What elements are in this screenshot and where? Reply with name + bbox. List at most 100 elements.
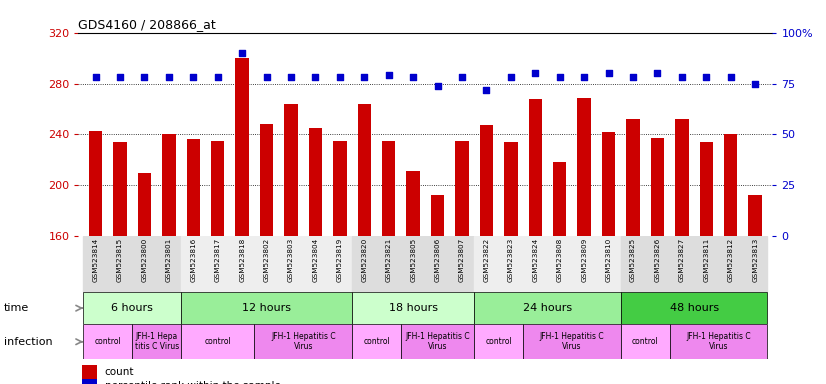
Bar bbox=[132, 324, 181, 359]
Bar bbox=[474, 236, 621, 292]
Bar bbox=[333, 141, 347, 236]
Text: GSM523823: GSM523823 bbox=[508, 237, 514, 281]
Bar bbox=[82, 365, 97, 379]
Text: GSM523812: GSM523812 bbox=[728, 237, 733, 281]
Text: GSM523805: GSM523805 bbox=[411, 237, 416, 281]
Point bbox=[724, 74, 738, 81]
Text: GSM523825: GSM523825 bbox=[630, 237, 636, 281]
Bar bbox=[724, 134, 738, 236]
Bar bbox=[621, 292, 767, 324]
Bar bbox=[187, 139, 200, 236]
Bar bbox=[401, 324, 474, 359]
Text: GSM523803: GSM523803 bbox=[288, 237, 294, 281]
Bar bbox=[235, 58, 249, 236]
Bar bbox=[700, 142, 713, 236]
Bar bbox=[352, 292, 474, 324]
Text: 48 hours: 48 hours bbox=[670, 303, 719, 313]
Bar bbox=[260, 124, 273, 236]
Bar bbox=[621, 324, 670, 359]
Bar bbox=[181, 324, 254, 359]
Text: 18 hours: 18 hours bbox=[389, 303, 438, 313]
Point bbox=[113, 74, 126, 81]
Text: GSM523813: GSM523813 bbox=[752, 237, 758, 281]
Bar bbox=[675, 119, 689, 236]
Text: GSM523800: GSM523800 bbox=[141, 237, 147, 281]
Bar bbox=[181, 236, 352, 292]
Bar bbox=[529, 99, 542, 236]
Bar bbox=[474, 324, 523, 359]
Bar bbox=[602, 132, 615, 236]
Bar bbox=[358, 104, 371, 236]
Bar bbox=[352, 324, 401, 359]
Bar bbox=[83, 236, 181, 292]
Point bbox=[284, 74, 297, 81]
Point bbox=[577, 74, 591, 81]
Text: GSM523815: GSM523815 bbox=[117, 237, 123, 281]
Text: control: control bbox=[94, 337, 121, 346]
Bar bbox=[748, 195, 762, 236]
Point bbox=[89, 74, 102, 81]
Text: control: control bbox=[486, 337, 512, 346]
Bar bbox=[431, 195, 444, 236]
Text: GSM523814: GSM523814 bbox=[93, 237, 98, 281]
Point bbox=[138, 74, 151, 81]
Bar bbox=[670, 324, 767, 359]
Point bbox=[626, 74, 639, 81]
Text: GSM523818: GSM523818 bbox=[240, 237, 245, 281]
Text: GSM523807: GSM523807 bbox=[459, 237, 465, 281]
Bar bbox=[83, 324, 132, 359]
Text: GSM523820: GSM523820 bbox=[361, 237, 368, 281]
Text: GSM523827: GSM523827 bbox=[679, 237, 685, 281]
Text: control: control bbox=[632, 337, 658, 346]
Text: GSM523809: GSM523809 bbox=[582, 237, 587, 281]
Point bbox=[309, 74, 322, 81]
Bar bbox=[82, 379, 97, 384]
Point bbox=[651, 70, 664, 76]
Bar bbox=[352, 236, 474, 292]
Bar bbox=[651, 138, 664, 236]
Bar bbox=[480, 126, 493, 236]
Point bbox=[505, 74, 518, 81]
Bar bbox=[181, 292, 352, 324]
Point bbox=[455, 74, 468, 81]
Bar bbox=[89, 131, 102, 236]
Point bbox=[333, 74, 346, 81]
Text: 24 hours: 24 hours bbox=[523, 303, 572, 313]
Text: 12 hours: 12 hours bbox=[242, 303, 291, 313]
Bar bbox=[455, 141, 469, 236]
Point bbox=[553, 74, 567, 81]
Point bbox=[358, 74, 371, 81]
Text: count: count bbox=[105, 366, 135, 377]
Bar bbox=[621, 236, 767, 292]
Text: 6 hours: 6 hours bbox=[112, 303, 153, 313]
Point bbox=[382, 72, 396, 78]
Bar bbox=[504, 142, 518, 236]
Text: GDS4160 / 208866_at: GDS4160 / 208866_at bbox=[78, 18, 216, 31]
Bar bbox=[474, 292, 621, 324]
Bar bbox=[382, 141, 396, 236]
Point bbox=[162, 74, 175, 81]
Bar bbox=[138, 172, 151, 236]
Text: GSM523811: GSM523811 bbox=[704, 237, 710, 281]
Bar bbox=[406, 171, 420, 236]
Bar bbox=[254, 324, 352, 359]
Text: control: control bbox=[204, 337, 231, 346]
Bar bbox=[83, 292, 181, 324]
Text: infection: infection bbox=[4, 337, 53, 347]
Point bbox=[480, 86, 493, 93]
Text: JFH-1 Hepatitis C
Virus: JFH-1 Hepatitis C Virus bbox=[271, 332, 335, 351]
Bar bbox=[309, 128, 322, 236]
Text: JFH-1 Hepatitis C
Virus: JFH-1 Hepatitis C Virus bbox=[406, 332, 470, 351]
Point bbox=[602, 70, 615, 76]
Point bbox=[748, 80, 762, 86]
Text: GSM523824: GSM523824 bbox=[532, 237, 539, 281]
Text: GSM523819: GSM523819 bbox=[337, 237, 343, 281]
Bar bbox=[211, 141, 225, 236]
Text: percentile rank within the sample: percentile rank within the sample bbox=[105, 381, 281, 384]
Text: GSM523821: GSM523821 bbox=[386, 237, 392, 281]
Text: GSM523822: GSM523822 bbox=[483, 237, 490, 281]
Bar bbox=[162, 134, 176, 236]
Text: GSM523816: GSM523816 bbox=[190, 237, 197, 281]
Text: GSM523808: GSM523808 bbox=[557, 237, 563, 281]
Text: time: time bbox=[4, 303, 30, 313]
